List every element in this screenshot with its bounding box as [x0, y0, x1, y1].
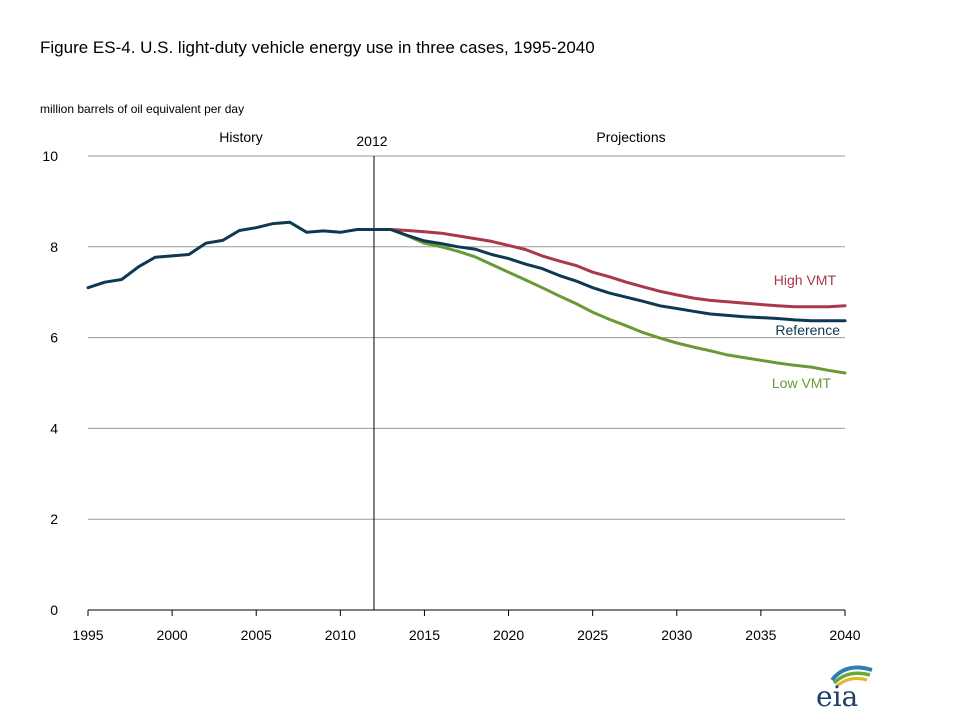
- series-label-high_vmt: High VMT: [774, 272, 837, 288]
- y-tick-label: 6: [50, 330, 58, 346]
- x-tick-label: 2020: [493, 627, 524, 643]
- series-label-low_vmt: Low VMT: [772, 375, 832, 391]
- x-tick-label: 1995: [72, 627, 103, 643]
- y-tick-label: 10: [42, 148, 58, 164]
- series-label-reference: Reference: [775, 322, 840, 338]
- y-axis-units-label: million barrels of oil equivalent per da…: [40, 102, 245, 116]
- x-tick-label: 2010: [325, 627, 356, 643]
- chart-title: Figure ES-4. U.S. light-duty vehicle ene…: [40, 38, 595, 57]
- y-tick-label: 0: [50, 602, 58, 618]
- x-tick-label: 2040: [829, 627, 860, 643]
- x-tick-label: 2035: [745, 627, 776, 643]
- series-line-low_vmt: [389, 228, 847, 375]
- series-line-high_vmt: [389, 228, 847, 309]
- x-tick-label: 2025: [577, 627, 608, 643]
- history-label: History: [219, 129, 263, 145]
- series-line-history: [86, 220, 393, 290]
- projections-label: Projections: [596, 129, 665, 145]
- divider-label: 2012: [356, 133, 387, 149]
- x-tick-label: 2005: [241, 627, 272, 643]
- x-tick-label: 2000: [157, 627, 188, 643]
- series-line-reference: [389, 228, 847, 323]
- eia-logo: eia: [816, 665, 873, 710]
- logo-text: eia: [816, 680, 858, 710]
- y-tick-label: 2: [50, 511, 58, 527]
- y-tick-label: 4: [50, 420, 58, 436]
- x-tick-label: 2030: [661, 627, 692, 643]
- x-tick-label: 2015: [409, 627, 440, 643]
- y-tick-label: 8: [50, 239, 58, 255]
